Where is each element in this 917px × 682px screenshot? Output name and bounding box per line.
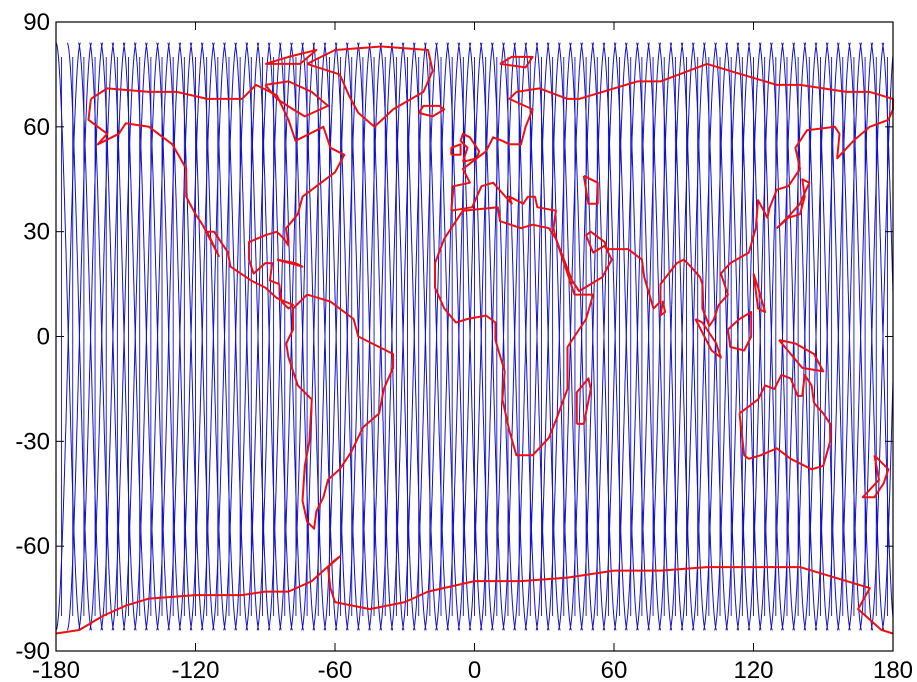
coastlines-layer [55,45,894,635]
coastline-ellesmere [265,49,318,65]
coastline-caspian [582,174,599,205]
coastline-madagascar [575,377,592,425]
coastline-new-guinea [778,339,825,373]
coastline-sri-lanka [659,300,667,317]
coastline-cuba [276,258,304,268]
coastline-eurasia [450,62,894,327]
coastline-japan [776,178,811,229]
coastline-uk [459,132,481,163]
y-tick-label: 30 [23,219,50,246]
coastline-africa [434,206,595,457]
coastline-svalbard [499,55,534,69]
x-tick-label: 120 [733,657,773,682]
x-tick-label: -180 [32,657,80,682]
x-tick-label: -60 [318,657,353,682]
coastline-australia [738,373,832,471]
coastline-philippines [752,273,767,313]
coastline-new-zealand [861,454,890,499]
coastline-sumatra [694,318,722,359]
y-tick-label: -30 [15,428,50,455]
coastline-greenland [306,45,434,128]
coastline-baffin [264,80,329,118]
x-tick-label: -120 [171,657,219,682]
x-tick-label: 60 [601,657,628,682]
coastline-south-america [285,293,395,530]
ground-track-descending [55,42,894,631]
y-tick-label: 90 [23,9,50,36]
y-tick-label: -90 [15,638,50,665]
coastline-borneo [726,311,753,352]
coastline-antarctica [55,555,894,635]
x-axis: -180 -120 -60 0 60 120 180 [32,22,913,682]
y-tick-label: -60 [15,533,50,560]
x-tick-label: 0 [468,657,481,682]
y-tick-label: 60 [23,114,50,141]
coastline-iceland [417,104,446,118]
y-axis: 90 60 30 0 -30 -60 -90 [15,9,893,665]
coastline-north-america [87,83,346,310]
y-tick-label: 0 [37,324,50,351]
coastline-ireland [450,143,462,156]
x-tick-label: 180 [873,657,913,682]
